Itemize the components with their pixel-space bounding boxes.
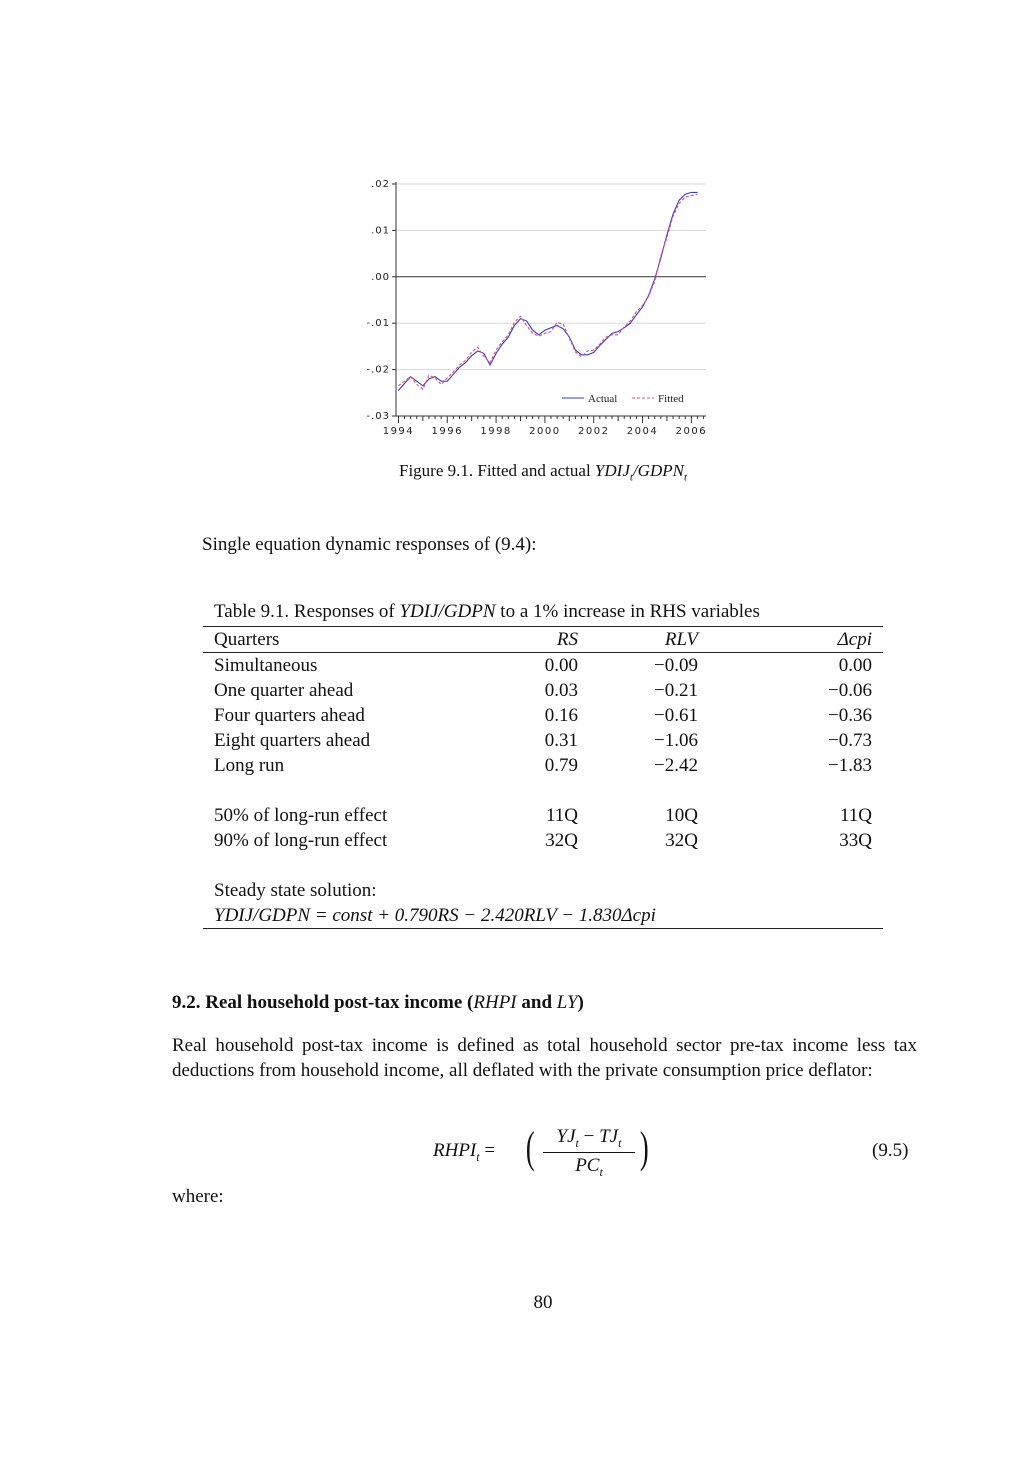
row-label: Four quarters ahead	[214, 705, 365, 726]
y-tick-label: .02	[371, 179, 390, 190]
table-row: 90% of long-run effect 32Q 32Q 33Q	[203, 828, 883, 853]
cell-rlv: −0.09	[654, 655, 698, 676]
series-line-actual	[397, 191, 698, 391]
cell-rs: 0.16	[544, 705, 578, 726]
cell-dcpi: −0.36	[828, 705, 872, 726]
row-label: Long run	[214, 755, 285, 776]
cell-rlv: −2.42	[654, 755, 698, 776]
table-title: Table 9.1. Responses of YDIJ/GDPN to a 1…	[214, 601, 760, 622]
figure-caption: Figure 9.1. Fitted and actual YDIJt/GDPN…	[398, 461, 687, 484]
table-row: 50% of long-run effect 11Q 10Q 11Q	[203, 803, 883, 828]
series-line-fitted	[398, 193, 698, 390]
equation-lhs: RHPIt =	[433, 1140, 496, 1164]
header-rlv: RLV	[578, 626, 698, 653]
x-tick-label: 1994	[383, 426, 414, 437]
row-label: Simultaneous	[214, 655, 318, 676]
cell-dcpi: −0.06	[828, 680, 872, 701]
page-number: 80	[533, 1292, 553, 1313]
where-text: where:	[172, 1186, 224, 1207]
fitted-actual-chart: .02 .01 .00 -.01 -.02 -.03 1994 1996 1998 2000 200…	[366, 179, 707, 437]
cell-rlv: 10Q	[665, 805, 698, 826]
legend-label-fitted: Fitted	[658, 393, 684, 405]
cell-rlv: −0.21	[654, 680, 698, 701]
responses-table: Quarters RS RLV Δcpi Simultaneous 0.00 −…	[203, 626, 883, 929]
cell-dcpi: −1.83	[828, 755, 872, 776]
x-tick-label: 1996	[432, 426, 463, 437]
cell-dcpi: 0.00	[838, 655, 872, 676]
header-quarters: Quarters	[203, 626, 503, 653]
y-tick-label: -.03	[366, 411, 390, 422]
steady-state-equation: YDIJ/GDPN = const + 0.790RS − 2.420RLV −…	[214, 905, 656, 926]
cell-dcpi: 11Q	[839, 805, 872, 826]
cell-rlv: −1.06	[654, 730, 698, 751]
row-label: 90% of long-run effect	[214, 830, 388, 851]
row-label: One quarter ahead	[214, 680, 354, 701]
equation-9-5: RHPIt = ( YJt − TJt PCt )	[433, 1123, 673, 1182]
y-tick-label: .01	[371, 225, 390, 236]
cell-dcpi: −0.73	[828, 730, 872, 751]
right-paren: )	[639, 1123, 649, 1172]
section-heading: 9.2. Real household post-tax income (RHP…	[172, 992, 584, 1013]
legend-label-actual: Actual	[588, 393, 617, 405]
y-tick-label: .00	[371, 272, 390, 283]
cell-rs: 0.00	[544, 655, 578, 676]
fraction-bar	[543, 1152, 635, 1153]
header-dcpi: Δcpi	[698, 626, 872, 653]
table-row: Simultaneous 0.00 −0.09 0.00	[203, 653, 883, 679]
row-label: Eight quarters ahead	[214, 730, 371, 751]
steady-state-equation-row: YDIJ/GDPN = const + 0.790RS − 2.420RLV −…	[203, 903, 883, 929]
intro-text: Single equation dynamic responses of (9.…	[202, 534, 537, 555]
table-header-row: Quarters RS RLV Δcpi	[203, 626, 883, 653]
equation-denominator: PCt	[575, 1155, 603, 1179]
cell-rs: 0.31	[544, 730, 578, 751]
y-tick-label: -.01	[366, 318, 390, 329]
cell-rs: 32Q	[545, 830, 578, 851]
x-tick-label: 2000	[529, 426, 560, 437]
section-paragraph: Real household post-tax income is define…	[172, 1035, 917, 1081]
table-row: One quarter ahead 0.03 −0.21 −0.06	[203, 678, 883, 703]
y-tick-label: -.02	[366, 365, 390, 376]
table-row: Eight quarters ahead 0.31 −1.06 −0.73	[203, 728, 883, 753]
cell-rs: 0.79	[544, 755, 578, 776]
left-paren: (	[525, 1123, 535, 1172]
cell-rlv: −0.61	[654, 705, 698, 726]
header-rs: RS	[503, 626, 578, 653]
x-tick-label: 2004	[627, 426, 658, 437]
cell-rlv: 32Q	[665, 830, 698, 851]
x-tick-label: 2002	[578, 426, 609, 437]
steady-state-label: Steady state solution:	[214, 880, 377, 901]
equation-numerator: YJt − TJt	[556, 1126, 622, 1150]
steady-state-label-row: Steady state solution:	[203, 878, 883, 903]
equation-number: (9.5)	[872, 1140, 909, 1161]
cell-dcpi: 33Q	[839, 830, 872, 851]
row-label: 50% of long-run effect	[214, 805, 388, 826]
cell-rs: 11Q	[545, 805, 578, 826]
x-tick-label: 2006	[676, 426, 707, 437]
table-row: Long run 0.79 −2.42 −1.83	[203, 753, 883, 778]
cell-rs: 0.03	[544, 680, 578, 701]
table-row: Four quarters ahead 0.16 −0.61 −0.36	[203, 703, 883, 728]
x-tick-label: 1998	[480, 426, 511, 437]
